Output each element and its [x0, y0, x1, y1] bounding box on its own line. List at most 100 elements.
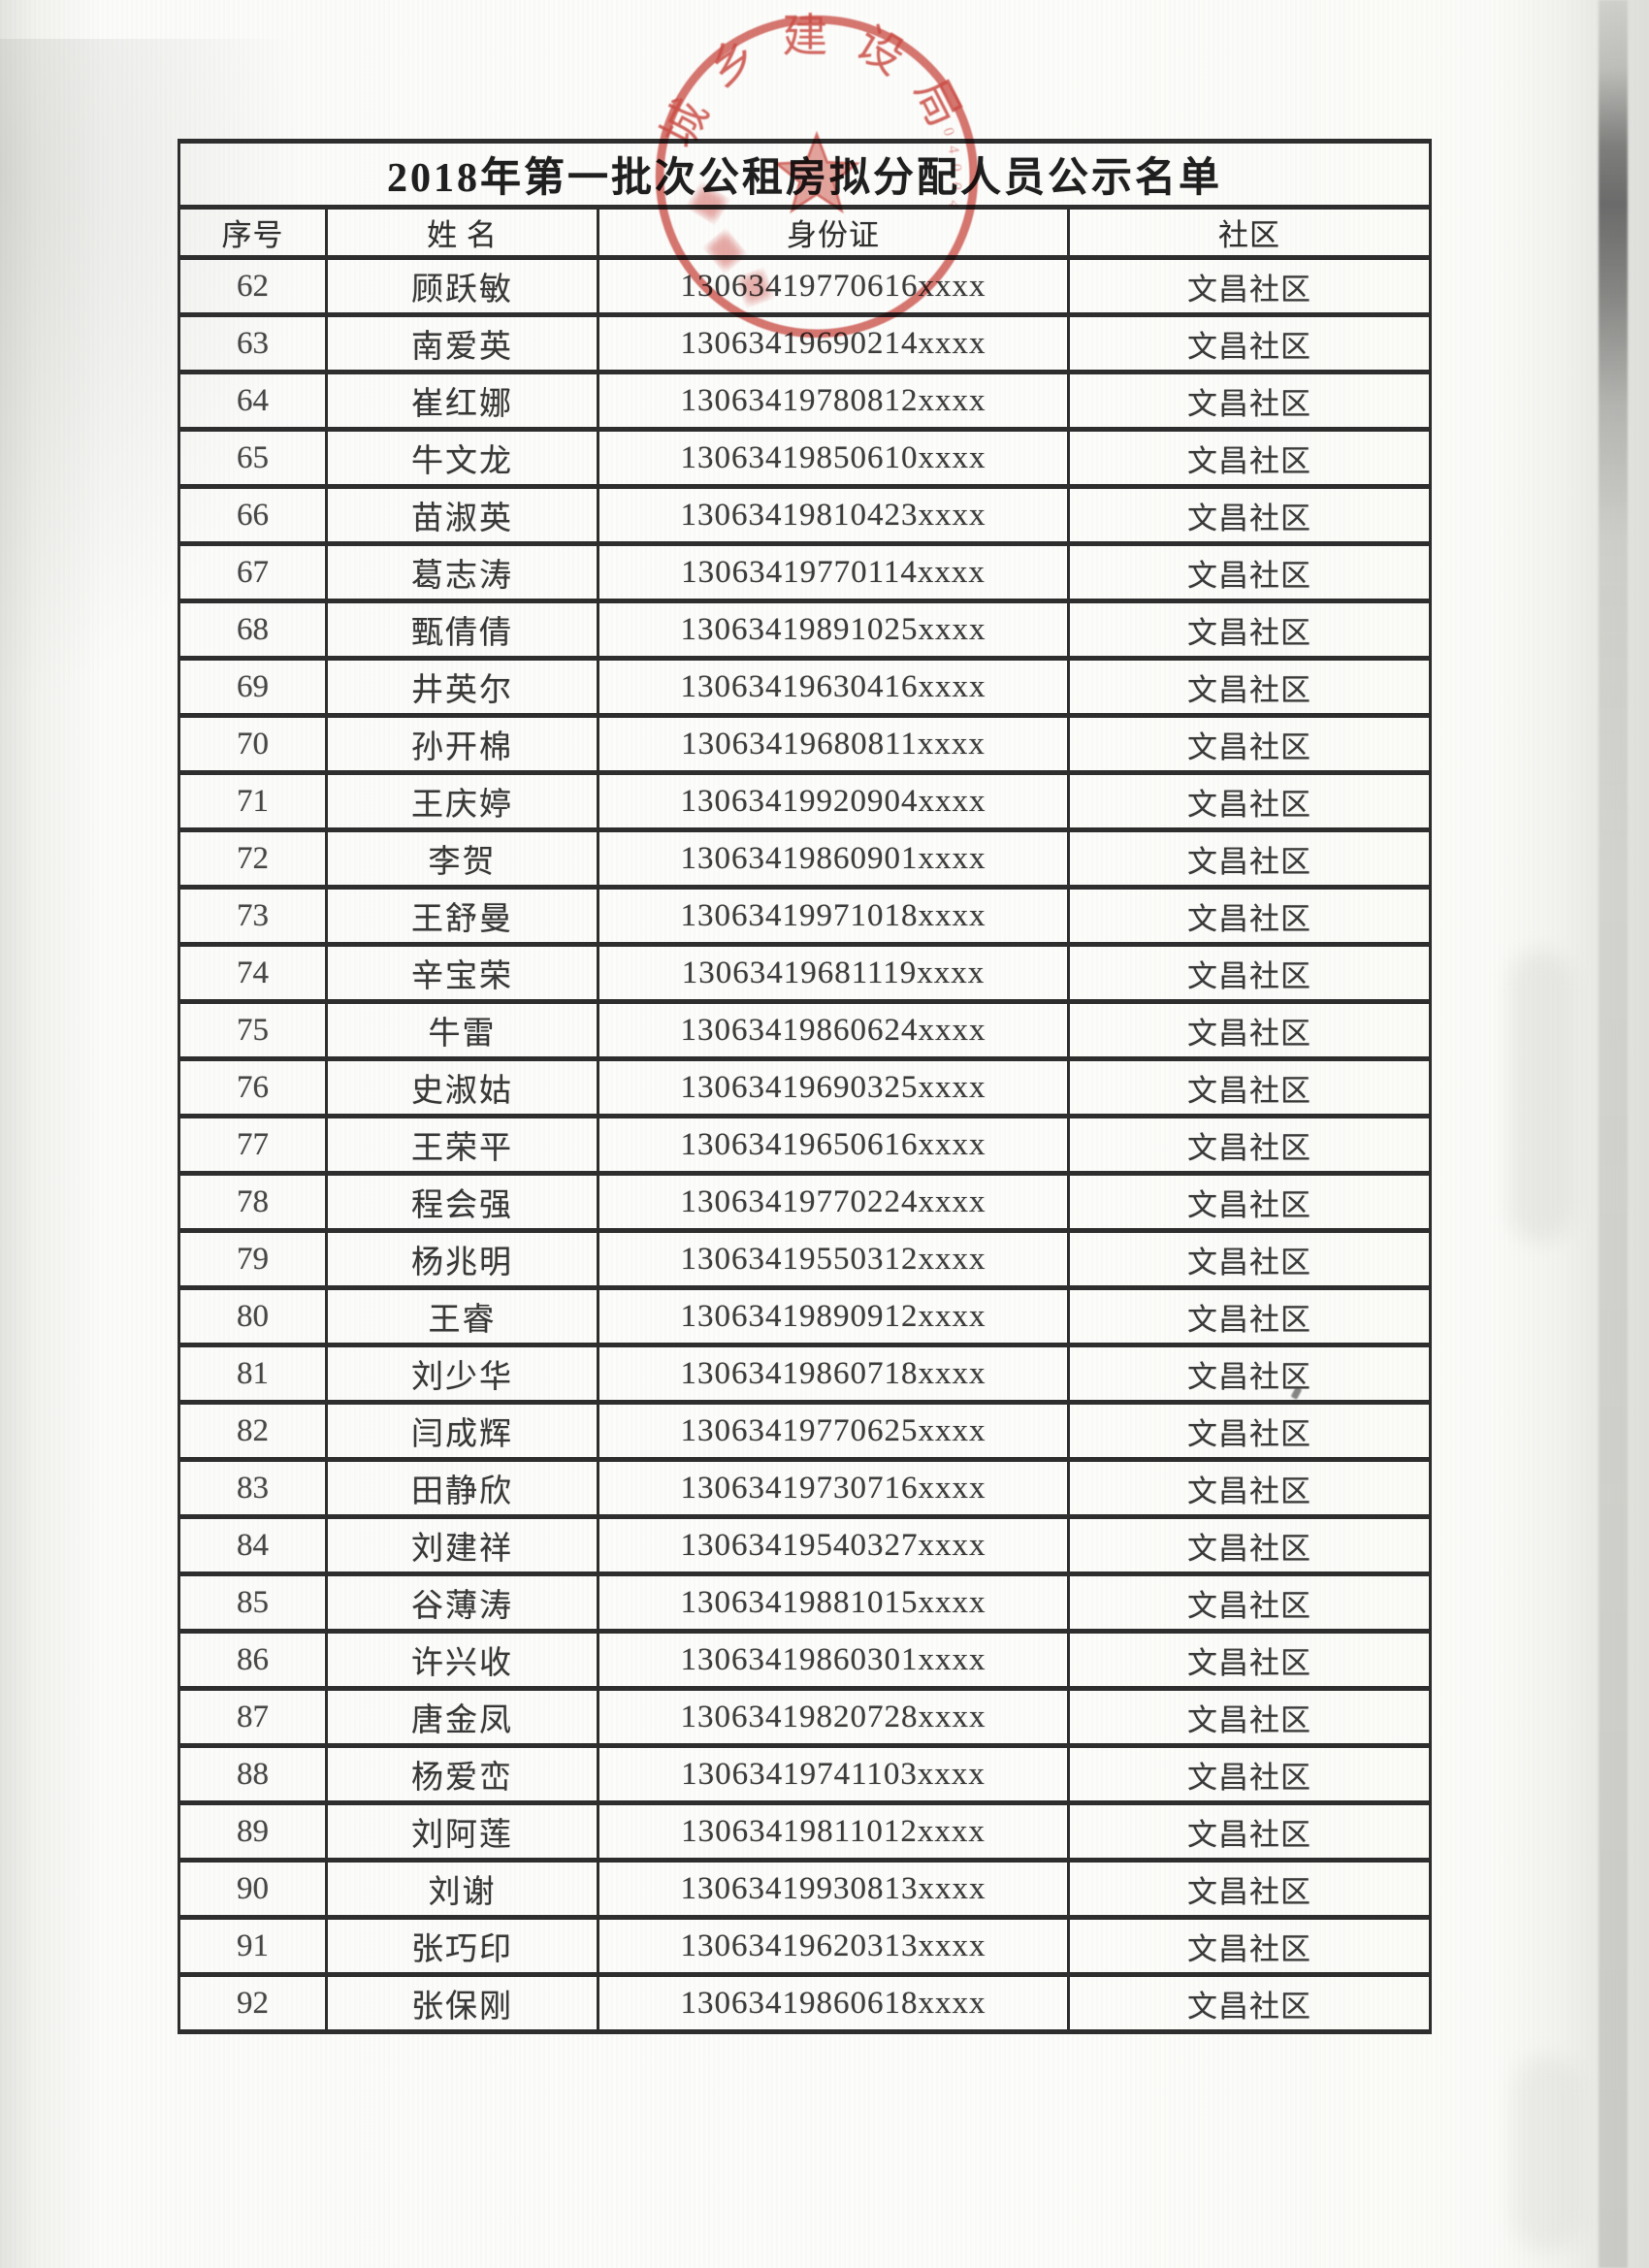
cell-serial-number: 77: [178, 1114, 328, 1176]
table-row: 65 牛文龙 13063419850610xxxx 文昌社区: [178, 427, 1433, 489]
cell-person-name: 唐金凤: [325, 1686, 599, 1748]
cell-serial-number: 87: [178, 1686, 328, 1748]
cell-person-name: 刘阿莲: [325, 1800, 599, 1863]
cell-serial-number: 92: [178, 1972, 328, 2034]
cell-id-number: 13063419770625xxxx: [597, 1400, 1070, 1462]
cell-community: 文昌社区: [1066, 770, 1433, 832]
cell-person-name: 牛雷: [325, 999, 599, 1061]
cell-id-number: 13063419620313xxxx: [597, 1915, 1070, 1977]
cell-community: 文昌社区: [1066, 1343, 1433, 1405]
cell-id-number: 13063419730716xxxx: [597, 1457, 1070, 1519]
cell-person-name: 牛文龙: [325, 427, 599, 489]
cell-serial-number: 63: [178, 312, 328, 374]
cell-serial-number: 82: [178, 1400, 328, 1462]
cell-id-number: 13063419770114xxxx: [597, 541, 1070, 603]
cell-id-number: 13063419930813xxxx: [597, 1858, 1070, 1920]
table-row: 79 杨兆明 13063419550312xxxx 文昌社区: [178, 1228, 1433, 1290]
cell-id-number: 13063419881015xxxx: [597, 1571, 1070, 1634]
cell-person-name: 王荣平: [325, 1114, 599, 1176]
cell-community: 文昌社区: [1066, 484, 1433, 546]
table-row: 82 闫成辉 13063419770625xxxx 文昌社区: [178, 1400, 1433, 1462]
cell-person-name: 崔红娜: [325, 370, 599, 432]
cell-community: 文昌社区: [1066, 1056, 1433, 1118]
table-header-row: 序号 姓 名 身份证 社区: [178, 205, 1433, 260]
cell-serial-number: 86: [178, 1629, 328, 1691]
cell-community: 文昌社区: [1066, 1285, 1433, 1347]
table-row: 62 顾跃敏 13063419770616xxxx 文昌社区: [178, 255, 1433, 317]
cell-id-number: 13063419860301xxxx: [597, 1629, 1070, 1691]
table-row: 66 苗淑英 13063419810423xxxx 文昌社区: [178, 484, 1433, 546]
cell-community: 文昌社区: [1066, 1629, 1433, 1691]
table-row: 77 王荣平 13063419650616xxxx 文昌社区: [178, 1114, 1433, 1176]
table-row: 85 谷薄涛 13063419881015xxxx 文昌社区: [178, 1571, 1433, 1634]
cell-serial-number: 65: [178, 427, 328, 489]
cell-id-number: 13063419891025xxxx: [597, 599, 1070, 661]
table-row: 86 许兴收 13063419860301xxxx 文昌社区: [178, 1629, 1433, 1691]
cell-person-name: 闫成辉: [325, 1400, 599, 1462]
cell-serial-number: 76: [178, 1056, 328, 1118]
table-row: 74 辛宝荣 13063419681119xxxx 文昌社区: [178, 942, 1433, 1004]
allocation-table: 2018年第一批次公租房拟分配人员公示名单 序号 姓 名 身份证 社区 62 顾…: [177, 139, 1433, 2034]
cell-person-name: 刘建祥: [325, 1514, 599, 1576]
cell-serial-number: 78: [178, 1171, 328, 1233]
cell-person-name: 葛志涛: [325, 541, 599, 603]
cell-person-name: 田静欣: [325, 1457, 599, 1519]
cell-id-number: 13063419780812xxxx: [597, 370, 1070, 432]
cell-community: 文昌社区: [1066, 1228, 1433, 1290]
cell-community: 文昌社区: [1066, 942, 1433, 1004]
cell-person-name: 井英尔: [325, 656, 599, 718]
cell-community: 文昌社区: [1066, 255, 1433, 317]
cell-community: 文昌社区: [1066, 1514, 1433, 1576]
cell-serial-number: 81: [178, 1343, 328, 1405]
cell-community: 文昌社区: [1066, 827, 1433, 890]
cell-person-name: 史淑姑: [325, 1056, 599, 1118]
cell-person-name: 张巧印: [325, 1915, 599, 1977]
cell-person-name: 刘少华: [325, 1343, 599, 1405]
cell-id-number: 13063419770616xxxx: [597, 255, 1070, 317]
cell-serial-number: 69: [178, 656, 328, 718]
cell-id-number: 13063419550312xxxx: [597, 1228, 1070, 1290]
table-row: 78 程会强 13063419770224xxxx 文昌社区: [178, 1171, 1433, 1233]
cell-person-name: 甄倩倩: [325, 599, 599, 661]
cell-id-number: 13063419630416xxxx: [597, 656, 1070, 718]
cell-community: 文昌社区: [1066, 312, 1433, 374]
table-row: 81 刘少华 13063419860718xxxx 文昌社区: [178, 1343, 1433, 1405]
table-row: 92 张保刚 13063419860618xxxx 文昌社区: [178, 1972, 1433, 2034]
cell-person-name: 王舒曼: [325, 885, 599, 947]
cell-serial-number: 73: [178, 885, 328, 947]
column-header-no: 序号: [178, 205, 328, 260]
cell-person-name: 孙开棉: [325, 713, 599, 775]
table-row: 83 田静欣 13063419730716xxxx 文昌社区: [178, 1457, 1433, 1519]
cell-person-name: 刘谢: [325, 1858, 599, 1920]
cell-community: 文昌社区: [1066, 1743, 1433, 1805]
cell-community: 文昌社区: [1066, 599, 1433, 661]
cell-serial-number: 74: [178, 942, 328, 1004]
cell-community: 文昌社区: [1066, 1915, 1433, 1977]
cell-id-number: 13063419920904xxxx: [597, 770, 1070, 832]
table-row: 88 杨爱峦 13063419741103xxxx 文昌社区: [178, 1743, 1433, 1805]
scan-smudge-mid: [1509, 951, 1571, 1242]
cell-id-number: 13063419811012xxxx: [597, 1800, 1070, 1863]
cell-serial-number: 64: [178, 370, 328, 432]
cell-id-number: 13063419690325xxxx: [597, 1056, 1070, 1118]
table-row: 89 刘阿莲 13063419811012xxxx 文昌社区: [178, 1800, 1433, 1863]
cell-serial-number: 75: [178, 999, 328, 1061]
table-row: 76 史淑姑 13063419690325xxxx 文昌社区: [178, 1056, 1433, 1118]
cell-serial-number: 88: [178, 1743, 328, 1805]
cell-serial-number: 84: [178, 1514, 328, 1576]
cell-community: 文昌社区: [1066, 1171, 1433, 1233]
cell-person-name: 李贺: [325, 827, 599, 890]
cell-community: 文昌社区: [1066, 1571, 1433, 1634]
table-row: 72 李贺 13063419860901xxxx 文昌社区: [178, 827, 1433, 890]
cell-id-number: 13063419741103xxxx: [597, 1743, 1070, 1805]
cell-id-number: 13063419690214xxxx: [597, 312, 1070, 374]
cell-community: 文昌社区: [1066, 1457, 1433, 1519]
cell-id-number: 13063419890912xxxx: [597, 1285, 1070, 1347]
table-row: 91 张巧印 13063419620313xxxx 文昌社区: [178, 1915, 1433, 1977]
cell-person-name: 张保刚: [325, 1972, 599, 2034]
cell-person-name: 王睿: [325, 1285, 599, 1347]
cell-person-name: 南爱英: [325, 312, 599, 374]
cell-person-name: 顾跃敏: [325, 255, 599, 317]
cell-community: 文昌社区: [1066, 1114, 1433, 1176]
